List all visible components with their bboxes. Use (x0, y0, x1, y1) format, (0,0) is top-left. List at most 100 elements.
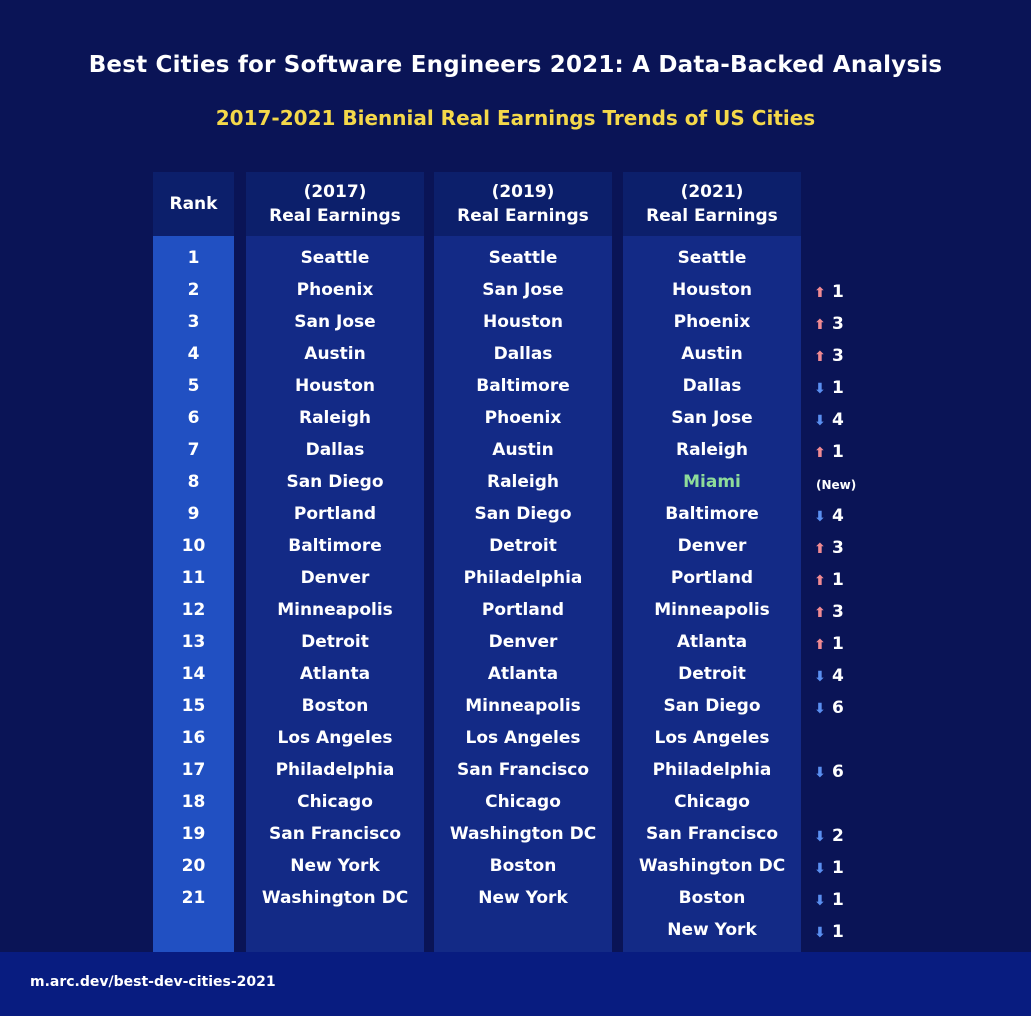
city-2019-cell: New York (478, 888, 568, 908)
arrow-down-icon: ⬇ (814, 413, 826, 429)
arrow-down-icon: ⬇ (814, 381, 826, 397)
rank-change-value: 6 (832, 762, 844, 782)
rank-change: ⬇ 1 (813, 372, 844, 404)
city-2019-cell: Baltimore (476, 376, 570, 396)
rank-cell: 17 (181, 760, 206, 780)
city-2021-cell: Houston (671, 280, 753, 300)
rank-column: Rank 1 2 3 4 5 6 7 8 9 10 11 12 13 14 15 16 17 18 19 20 21 (153, 172, 234, 952)
city-2019-cell: Phoenix (484, 408, 562, 428)
arrow-down-icon: ⬇ (814, 765, 826, 781)
city-2017-cell: New York (290, 856, 380, 876)
city-2017-cell: Boston (301, 696, 369, 716)
city-2019-cell: Raleigh (486, 472, 560, 492)
arrow-up-icon: ⬆ (814, 637, 826, 653)
column-2017: (2017) Real Earnings Seattle Phoenix San J… (246, 172, 424, 952)
city-2019-cell: Portland (481, 600, 565, 620)
rank-change-value: 1 (832, 634, 844, 654)
city-2017-cell: Dallas (305, 440, 365, 460)
rank-cell: 8 (187, 472, 200, 492)
city-2021-cell: San Jose (671, 408, 753, 428)
arrow-down-icon: ⬇ (814, 829, 826, 845)
city-2017-cell: Washington DC (261, 888, 409, 908)
city-2019-cell: Austin (492, 440, 554, 460)
city-2017-cell: Denver (300, 568, 370, 588)
rank-cell: 13 (181, 632, 206, 652)
rank-change-value: 4 (832, 666, 844, 686)
city-2017-cell: Chicago (297, 792, 373, 812)
rank-change: ⬇ 4 (813, 404, 844, 436)
city-2021-cell: Washington DC (638, 856, 786, 876)
city-2017-cell: Philadelphia (275, 760, 395, 780)
rank-change-value: 1 (832, 890, 844, 910)
city-2021-cell: New York (667, 920, 757, 940)
city-2021-cell: Austin (681, 344, 743, 364)
city-2017-cell: San Diego (286, 472, 384, 492)
rank-cell: 4 (187, 344, 200, 364)
rank-change-value: 1 (832, 922, 844, 942)
city-2021-cell: Atlanta (676, 632, 748, 652)
rank-cell: 1 (187, 248, 200, 268)
city-2019-cell: Atlanta (487, 664, 559, 684)
rank-change: (New) (813, 468, 856, 500)
city-2021-cell: San Francisco (646, 824, 778, 844)
column-2019-header-line2: Real Earnings (457, 206, 589, 226)
rank-cell: 2 (187, 280, 200, 300)
city-2019-cell: San Diego (474, 504, 572, 524)
column-2017-header-line2: Real Earnings (269, 206, 401, 226)
rank-change-value: 3 (832, 346, 844, 366)
city-2021-cell: Seattle (677, 248, 747, 268)
column-2021-header: (2021) Real Earnings (623, 172, 801, 236)
city-2019-cell: Los Angeles (465, 728, 581, 748)
rank-cell: 9 (187, 504, 200, 524)
arrow-up-icon: ⬆ (814, 605, 826, 621)
city-2021-cell: Boston (678, 888, 746, 908)
arrow-down-icon: ⬇ (814, 509, 826, 525)
rank-change-value: 3 (832, 314, 844, 334)
city-2017-cell: Baltimore (288, 536, 382, 556)
rank-change-value: 4 (832, 410, 844, 430)
city-2019-cell: Philadelphia (463, 568, 583, 588)
rank-cell: 6 (187, 408, 200, 428)
city-2019-cell: San Francisco (457, 760, 589, 780)
column-2021-header-line2: Real Earnings (646, 206, 778, 226)
rank-change: ⬆ 1 (813, 436, 844, 468)
arrow-down-icon: ⬇ (814, 925, 826, 941)
rank-change-value: 1 (832, 282, 844, 302)
rank-change-value: 2 (832, 826, 844, 846)
rank-cell: 19 (181, 824, 206, 844)
rank-change: ⬇ 1 (813, 916, 844, 948)
rank-change-value: 3 (832, 602, 844, 622)
city-2017-cell: Phoenix (296, 280, 374, 300)
city-2021-cell: Dallas (682, 376, 742, 396)
city-2017-cell: San Francisco (269, 824, 401, 844)
column-2021: (2021) Real Earnings Seattle Houston Phoen… (623, 172, 801, 952)
new-entry-badge: (New) (816, 478, 857, 492)
column-2021-header-line1: (2021) (680, 182, 744, 202)
city-2019-cell: Seattle (488, 248, 558, 268)
arrow-down-icon: ⬇ (814, 669, 826, 685)
rank-cell: 18 (181, 792, 206, 812)
rank-change-value: 6 (832, 698, 844, 718)
rank-cell: 3 (187, 312, 200, 332)
city-2017-cell: Houston (294, 376, 376, 396)
city-2019-cell: Chicago (485, 792, 561, 812)
arrow-up-icon: ⬆ (814, 285, 826, 301)
city-2021-cell: Denver (677, 536, 747, 556)
arrow-up-icon: ⬆ (814, 317, 826, 333)
arrow-up-icon: ⬆ (814, 349, 826, 365)
rank-header-line1: Rank (169, 194, 218, 214)
rank-change: ⬇ 1 (813, 884, 844, 916)
rank-cell: 21 (181, 888, 206, 908)
footer-url: m.arc.dev/best-dev-cities-2021 (30, 974, 276, 990)
city-2019-cell: Dallas (493, 344, 553, 364)
city-2021-cell: Detroit (678, 664, 746, 684)
city-2017-cell: Detroit (301, 632, 369, 652)
city-2019-cell: Boston (489, 856, 557, 876)
rank-change: ⬇ 4 (813, 660, 844, 692)
rank-cell: 14 (181, 664, 206, 684)
rank-change-value: 1 (832, 570, 844, 590)
city-2021-cell: Philadelphia (652, 760, 772, 780)
city-2017-cell: Raleigh (298, 408, 372, 428)
arrow-down-icon: ⬇ (814, 893, 826, 909)
rank-change-value: 1 (832, 378, 844, 398)
